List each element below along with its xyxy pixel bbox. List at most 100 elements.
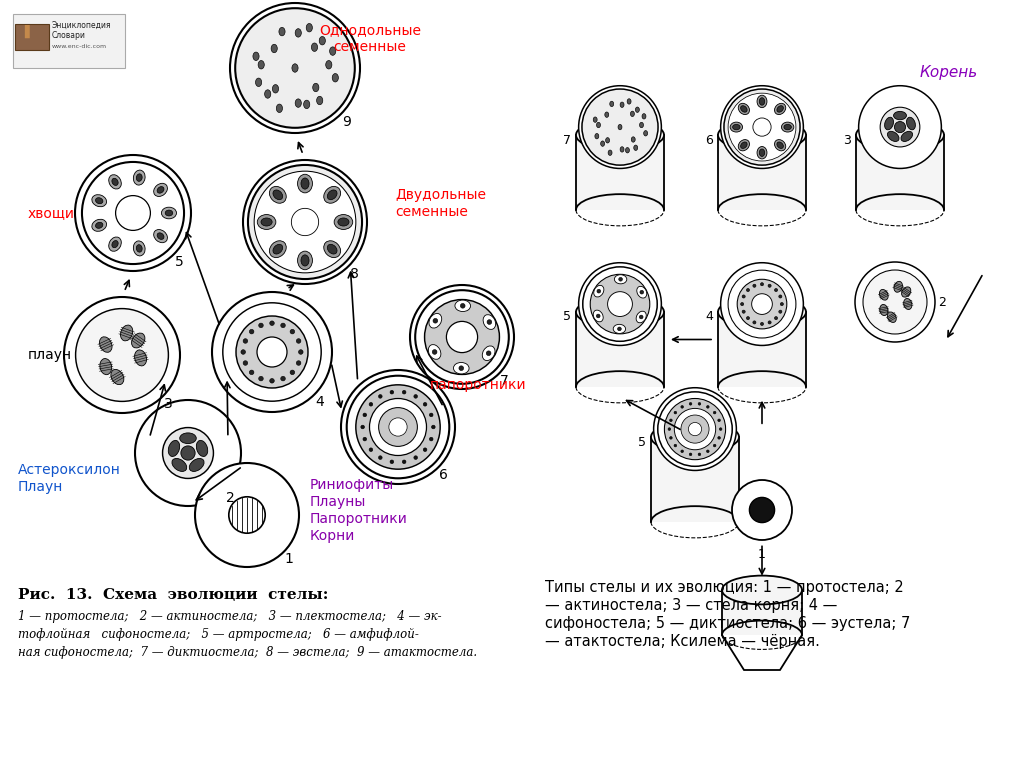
Text: 1: 1 bbox=[285, 552, 293, 567]
Text: — актиностела; 3 — стела корня; 4 —: — актиностела; 3 — стела корня; 4 — bbox=[545, 598, 838, 613]
Circle shape bbox=[670, 419, 672, 422]
Ellipse shape bbox=[269, 241, 287, 258]
Ellipse shape bbox=[730, 122, 742, 132]
Ellipse shape bbox=[312, 84, 318, 92]
Circle shape bbox=[689, 403, 692, 405]
Circle shape bbox=[423, 403, 427, 406]
Circle shape bbox=[724, 89, 800, 165]
Ellipse shape bbox=[165, 210, 173, 216]
FancyBboxPatch shape bbox=[15, 24, 49, 50]
Circle shape bbox=[299, 350, 303, 354]
Ellipse shape bbox=[455, 300, 471, 311]
Ellipse shape bbox=[642, 114, 646, 119]
Polygon shape bbox=[718, 135, 806, 210]
Ellipse shape bbox=[740, 142, 748, 149]
Ellipse shape bbox=[92, 219, 106, 232]
Polygon shape bbox=[856, 135, 944, 210]
Ellipse shape bbox=[482, 346, 495, 360]
Ellipse shape bbox=[271, 44, 278, 53]
Text: 1: 1 bbox=[758, 548, 766, 561]
Circle shape bbox=[742, 295, 745, 298]
Circle shape bbox=[369, 403, 373, 406]
Circle shape bbox=[390, 460, 393, 463]
Text: 7: 7 bbox=[500, 374, 508, 388]
Text: хвощи: хвощи bbox=[28, 206, 75, 220]
Ellipse shape bbox=[330, 47, 336, 55]
Text: 5: 5 bbox=[175, 255, 183, 268]
Ellipse shape bbox=[172, 459, 186, 472]
Ellipse shape bbox=[605, 137, 609, 143]
Ellipse shape bbox=[888, 131, 899, 141]
Ellipse shape bbox=[257, 215, 275, 229]
Circle shape bbox=[63, 297, 180, 413]
Circle shape bbox=[433, 318, 437, 323]
Ellipse shape bbox=[311, 43, 317, 51]
Circle shape bbox=[582, 89, 658, 165]
Circle shape bbox=[714, 411, 716, 414]
Ellipse shape bbox=[154, 183, 167, 196]
Circle shape bbox=[681, 406, 683, 408]
Circle shape bbox=[243, 160, 367, 284]
Circle shape bbox=[390, 390, 393, 394]
Ellipse shape bbox=[621, 102, 624, 107]
Circle shape bbox=[681, 450, 683, 453]
Ellipse shape bbox=[644, 130, 647, 136]
Circle shape bbox=[855, 262, 935, 342]
Ellipse shape bbox=[301, 178, 309, 189]
Circle shape bbox=[414, 394, 418, 398]
Polygon shape bbox=[651, 437, 739, 522]
Ellipse shape bbox=[595, 133, 599, 139]
Circle shape bbox=[596, 314, 600, 318]
Ellipse shape bbox=[626, 147, 630, 153]
Ellipse shape bbox=[636, 311, 646, 323]
Circle shape bbox=[752, 294, 772, 314]
Text: Двудольные: Двудольные bbox=[395, 188, 486, 202]
Ellipse shape bbox=[880, 289, 888, 300]
Text: 2: 2 bbox=[226, 491, 234, 505]
Ellipse shape bbox=[269, 186, 287, 203]
Circle shape bbox=[250, 329, 254, 334]
Circle shape bbox=[181, 446, 196, 460]
Circle shape bbox=[250, 370, 254, 374]
Ellipse shape bbox=[575, 119, 664, 151]
Text: 5: 5 bbox=[638, 436, 646, 449]
Circle shape bbox=[236, 8, 354, 128]
Circle shape bbox=[768, 284, 771, 288]
Circle shape bbox=[116, 196, 151, 230]
Circle shape bbox=[461, 304, 465, 308]
Circle shape bbox=[597, 289, 601, 293]
Text: Плауны: Плауны bbox=[310, 495, 367, 509]
Ellipse shape bbox=[718, 296, 806, 328]
Ellipse shape bbox=[856, 119, 944, 151]
Circle shape bbox=[617, 327, 622, 331]
Circle shape bbox=[379, 394, 382, 398]
Ellipse shape bbox=[901, 287, 910, 297]
Ellipse shape bbox=[133, 170, 145, 185]
Circle shape bbox=[583, 267, 657, 341]
Ellipse shape bbox=[631, 137, 635, 142]
Circle shape bbox=[243, 339, 248, 344]
Circle shape bbox=[668, 428, 671, 430]
Circle shape bbox=[714, 444, 716, 447]
Text: Словари: Словари bbox=[52, 31, 86, 41]
Circle shape bbox=[779, 310, 782, 313]
Ellipse shape bbox=[636, 107, 639, 113]
Ellipse shape bbox=[888, 312, 896, 322]
Ellipse shape bbox=[319, 37, 326, 45]
Ellipse shape bbox=[136, 245, 142, 252]
Circle shape bbox=[863, 270, 927, 334]
Ellipse shape bbox=[334, 215, 352, 229]
Ellipse shape bbox=[732, 124, 740, 130]
Text: 6: 6 bbox=[706, 133, 713, 146]
Text: ▐: ▐ bbox=[19, 25, 29, 38]
Ellipse shape bbox=[760, 97, 765, 105]
Polygon shape bbox=[722, 590, 802, 635]
Circle shape bbox=[719, 428, 722, 430]
Circle shape bbox=[369, 448, 373, 452]
Circle shape bbox=[402, 390, 406, 394]
Ellipse shape bbox=[634, 145, 638, 150]
Circle shape bbox=[579, 263, 662, 345]
Circle shape bbox=[774, 288, 777, 291]
Ellipse shape bbox=[279, 28, 285, 36]
Circle shape bbox=[670, 436, 672, 439]
